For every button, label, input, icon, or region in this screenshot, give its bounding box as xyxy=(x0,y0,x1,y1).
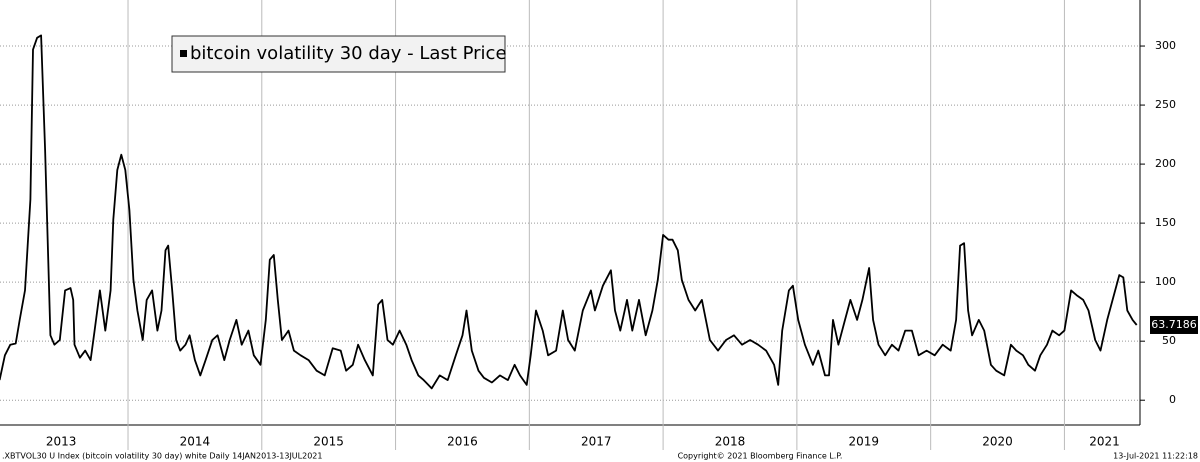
x-tick-label: 2019 xyxy=(848,435,879,449)
x-tick-label: 2018 xyxy=(715,435,746,449)
legend-box xyxy=(171,35,506,73)
y-tick-label: 200 xyxy=(1155,157,1176,170)
x-tick-label: 2015 xyxy=(313,435,344,449)
legend: bitcoin volatility 30 day - Last Price xyxy=(171,35,507,73)
x-tick-label: 2016 xyxy=(447,435,478,449)
last-value-label: 63.7186 xyxy=(1151,318,1197,331)
x-tick-label: 2014 xyxy=(180,435,211,449)
y-tick-label: 250 xyxy=(1155,98,1176,111)
x-tick-label: 2021 xyxy=(1089,435,1120,449)
legend-swatch xyxy=(180,50,187,57)
y-tick-label: 150 xyxy=(1155,216,1176,229)
y-tick-label: 50 xyxy=(1162,334,1176,347)
last-value-box xyxy=(1150,315,1198,334)
footer-left: .XBTVOL30 U Index (bitcoin volatility 30… xyxy=(2,452,322,461)
series-line xyxy=(0,34,1138,390)
x-tick-label: 2020 xyxy=(982,435,1013,449)
legend-label: bitcoin volatility 30 day - Last Price xyxy=(190,43,507,64)
y-tick-label: 0 xyxy=(1169,393,1176,406)
footer-right: 13-Jul-2021 11:22:18 xyxy=(1113,452,1198,461)
footer-center: Copyright© 2021 Bloomberg Finance L.P. xyxy=(678,452,843,461)
x-tick-label: 2013 xyxy=(46,435,77,449)
x-tick-label: 2017 xyxy=(581,435,612,449)
y-tick-label: 300 xyxy=(1155,39,1176,52)
y-tick-label: 100 xyxy=(1155,275,1176,288)
